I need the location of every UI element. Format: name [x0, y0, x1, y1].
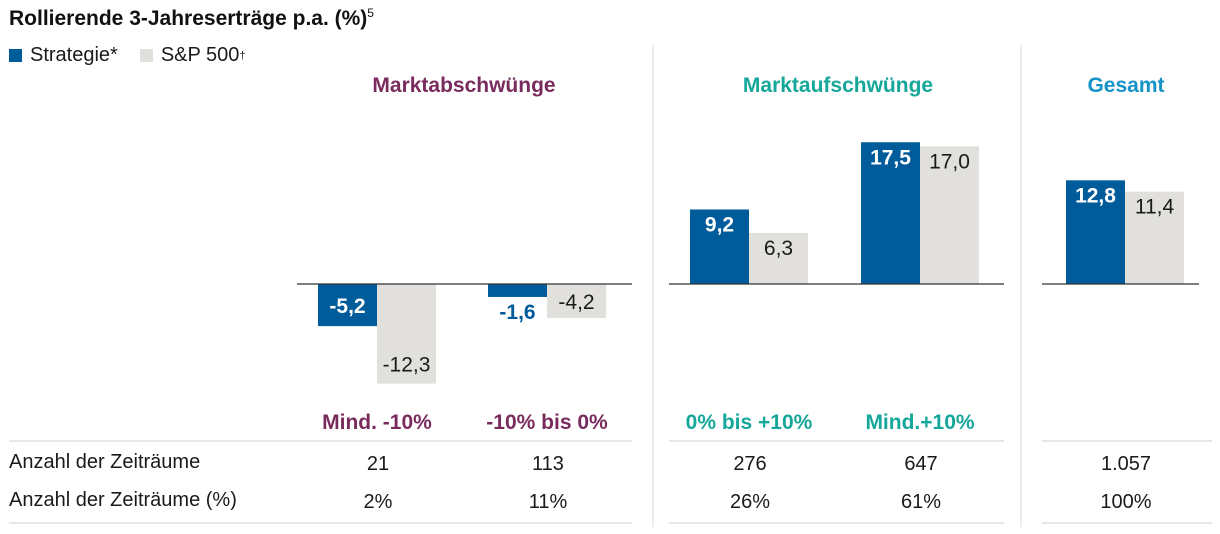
- table-cell: 1.057: [1100, 453, 1152, 475]
- table-cell: 113: [532, 453, 564, 475]
- bar: [861, 142, 920, 284]
- table-cell: 647: [904, 453, 938, 475]
- legend-label-sp500-sup: †: [239, 49, 246, 62]
- table-row-label-percent: Anzahl der Zeiträume (%): [9, 489, 237, 511]
- legend-swatch-strategy: [9, 49, 22, 62]
- legend-label-strategy: Strategie*: [30, 44, 118, 66]
- legend: Strategie* S&P 500 †: [9, 44, 268, 67]
- table-cell: 100%: [1100, 491, 1152, 513]
- category-label: Mind. -10%: [322, 411, 432, 434]
- data-label: 11,4: [1135, 196, 1175, 219]
- bar: [749, 232, 808, 284]
- legend-label-sp500: S&P 500: [160, 44, 240, 66]
- data-label: -1,6: [499, 301, 535, 324]
- group-header: Marktabschwünge: [372, 74, 555, 97]
- category-label: Mind.+10%: [865, 411, 974, 434]
- bar: [547, 284, 606, 319]
- category-label: 0% bis +10%: [686, 411, 813, 434]
- data-label: 17,0: [929, 150, 970, 173]
- category-label: -10% bis 0%: [486, 411, 608, 434]
- data-label: 9,2: [705, 213, 734, 236]
- bar: [1125, 191, 1184, 284]
- group-header: Marktaufschwünge: [743, 74, 933, 97]
- bar: [1066, 180, 1125, 284]
- data-label: -12,3: [383, 354, 431, 377]
- table-cell: 276: [733, 453, 767, 475]
- table-cell: 11%: [528, 491, 568, 513]
- table-row-label-count: Anzahl der Zeiträume: [9, 451, 201, 473]
- table-cell: 26%: [729, 491, 771, 513]
- data-label: 12,8: [1075, 184, 1116, 207]
- data-label: 6,3: [764, 237, 793, 260]
- table-cell: 2%: [363, 491, 393, 513]
- bar: [377, 284, 436, 384]
- bar: [318, 284, 377, 327]
- bar: [690, 209, 749, 284]
- legend-item-strategy: Strategie*: [9, 44, 118, 67]
- data-label: 17,5: [870, 146, 911, 169]
- group-header: Gesamt: [1087, 74, 1164, 97]
- data-label: -5,2: [329, 295, 365, 318]
- legend-item-sp500: S&P 500 †: [139, 44, 246, 67]
- legend-swatch-sp500: [139, 49, 153, 62]
- chart-title: Rollierende 3-Jahreserträge p.a. (%)5: [9, 6, 374, 30]
- bar: [920, 146, 979, 284]
- data-label: -4,2: [558, 291, 594, 314]
- table-cell: 61%: [900, 491, 942, 513]
- bar: [488, 284, 547, 297]
- table-cell: 21: [366, 453, 390, 475]
